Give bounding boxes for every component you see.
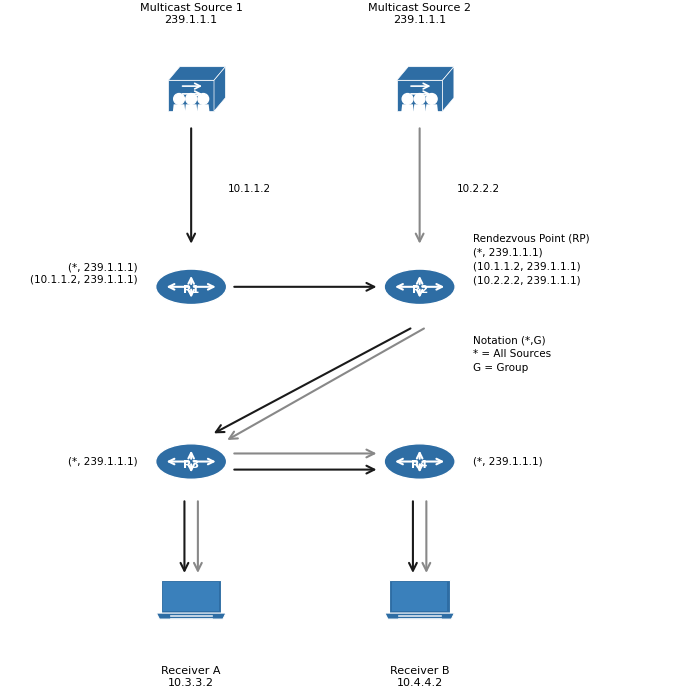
Polygon shape [401,104,414,116]
Polygon shape [385,613,454,619]
Polygon shape [397,67,454,81]
Text: Multicast Source 2
239.1.1.1: Multicast Source 2 239.1.1.1 [368,3,471,25]
Circle shape [198,94,209,104]
Circle shape [427,94,437,104]
Polygon shape [157,613,226,619]
Polygon shape [184,104,198,116]
Text: R3: R3 [183,460,199,470]
Polygon shape [443,67,454,112]
Polygon shape [172,104,186,116]
Text: Notation (*,G)
* = All Sources
G = Group: Notation (*,G) * = All Sources G = Group [473,335,551,373]
Circle shape [414,94,425,104]
Text: 10.1.1.2: 10.1.1.2 [228,185,271,194]
Polygon shape [397,81,443,112]
Circle shape [173,94,184,104]
Text: (*, 239.1.1.1): (*, 239.1.1.1) [473,457,543,466]
Polygon shape [168,81,214,112]
Text: R1: R1 [183,285,199,295]
Polygon shape [389,580,450,613]
Text: 10.2.2.2: 10.2.2.2 [456,185,500,194]
Text: R4: R4 [412,460,428,470]
Polygon shape [392,582,448,610]
Text: (*, 239.1.1.1): (*, 239.1.1.1) [68,457,138,466]
Text: Multicast Source 1
239.1.1.1: Multicast Source 1 239.1.1.1 [140,3,242,25]
Text: Rendezvous Point (RP)
(*, 239.1.1.1)
(10.1.1.2, 239.1.1.1)
(10.2.2.2, 239.1.1.1): Rendezvous Point (RP) (*, 239.1.1.1) (10… [473,234,590,286]
Polygon shape [168,67,225,81]
Ellipse shape [156,444,227,480]
Circle shape [186,94,196,104]
Polygon shape [161,580,221,613]
Polygon shape [425,104,439,116]
Text: Receiver B
10.4.4.2: Receiver B 10.4.4.2 [390,666,450,688]
Text: R2: R2 [412,285,428,295]
Text: Receiver A
10.3.3.2: Receiver A 10.3.3.2 [161,666,221,688]
Polygon shape [196,104,210,116]
Circle shape [402,94,413,104]
Polygon shape [163,582,219,610]
Polygon shape [214,67,225,112]
Ellipse shape [384,444,455,480]
Polygon shape [413,104,427,116]
Ellipse shape [156,269,227,305]
Text: (*, 239.1.1.1)
(10.1.1.2, 239.1.1.1): (*, 239.1.1.1) (10.1.1.2, 239.1.1.1) [30,263,138,284]
Ellipse shape [384,269,455,305]
